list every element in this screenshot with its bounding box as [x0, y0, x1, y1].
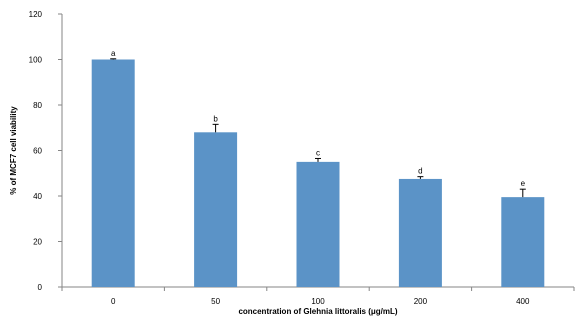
x-tick-label: 200 [414, 297, 428, 306]
y-tick-label: 60 [33, 147, 42, 156]
y-tick-label: 40 [33, 192, 42, 201]
bar [398, 178, 442, 287]
significance-letter: a [111, 49, 116, 58]
bar [501, 197, 545, 287]
y-axis-title: % of MCF7 cell viability [9, 106, 18, 195]
significance-letter: d [418, 167, 422, 176]
y-tick-label: 0 [38, 283, 43, 292]
significance-letter: b [213, 114, 218, 123]
x-tick-label: 0 [111, 297, 116, 306]
significance-letter: e [521, 179, 526, 188]
bar [296, 161, 340, 287]
x-axis [61, 286, 575, 291]
x-axis-title: concentration of Glehnia littoralis (μg/… [238, 307, 397, 316]
y-tick-label: 20 [33, 238, 42, 247]
bar [194, 132, 238, 287]
x-tick-label: 100 [311, 297, 325, 306]
y-axis: 0 20 40 60 80 100 120 [29, 10, 63, 292]
x-tick-label: 50 [211, 297, 220, 306]
y-tick-label: 80 [33, 101, 42, 110]
x-tick-label: 400 [516, 297, 530, 306]
y-tick-label: 120 [29, 10, 43, 19]
bars: a b c d e [91, 49, 545, 287]
bar [91, 59, 135, 287]
y-tick-label: 100 [29, 56, 43, 65]
x-tick-labels: 0 50 100 200 400 [111, 297, 530, 306]
significance-letter: c [316, 148, 320, 157]
